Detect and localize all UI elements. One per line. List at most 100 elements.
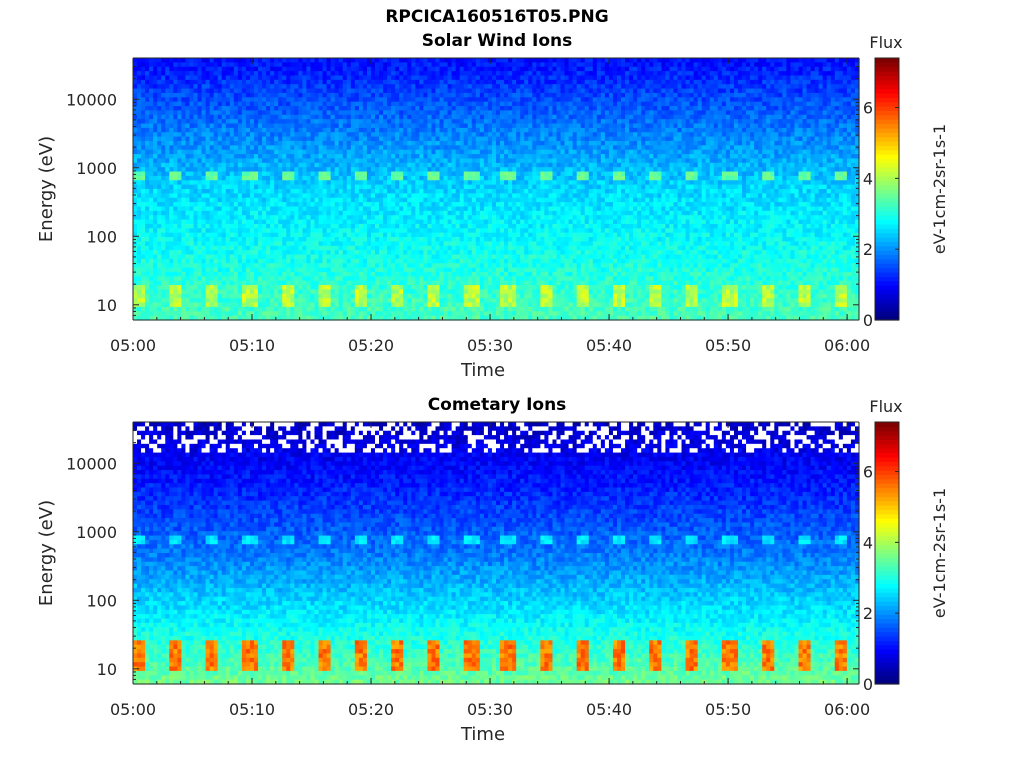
heatmap-cell xyxy=(435,66,441,72)
heatmap-cell xyxy=(310,162,316,168)
heatmap-cell xyxy=(217,184,223,190)
heatmap-cell xyxy=(197,280,203,286)
heatmap-cell xyxy=(334,58,340,63)
heatmap-cell xyxy=(249,298,255,304)
heatmap-cell xyxy=(411,228,416,234)
heatmap-cell xyxy=(463,263,469,269)
heatmap-cell xyxy=(463,106,469,111)
heatmap-cell xyxy=(177,263,182,269)
heatmap-cell xyxy=(262,97,267,103)
heatmap-cell xyxy=(149,71,154,77)
heatmap-cell xyxy=(419,228,424,234)
heatmap-cell xyxy=(213,241,219,247)
heatmap-cell xyxy=(241,285,247,291)
heatmap-cell xyxy=(419,298,424,304)
heatmap-cell xyxy=(258,101,263,107)
heatmap-cell xyxy=(205,315,211,321)
heatmap-cell xyxy=(423,202,429,208)
heatmap-cell xyxy=(431,158,437,164)
heatmap-cell xyxy=(459,302,465,308)
heatmap-cell xyxy=(209,293,215,299)
heatmap-cell xyxy=(201,215,207,221)
heatmap-cell xyxy=(254,263,259,269)
heatmap-cell xyxy=(209,184,215,190)
heatmap-cell xyxy=(245,271,251,277)
heatmap-cell xyxy=(431,206,437,212)
heatmap-cell xyxy=(375,79,380,85)
heatmap-cell xyxy=(290,114,295,120)
heatmap-cell xyxy=(137,154,142,160)
heatmap-cell xyxy=(451,210,457,216)
heatmap-cell xyxy=(370,193,376,199)
heatmap-cell xyxy=(258,215,263,221)
heatmap-cell xyxy=(366,79,372,85)
heatmap-cell xyxy=(379,58,384,63)
heatmap-cell xyxy=(451,254,457,260)
heatmap-cell xyxy=(274,136,279,142)
heatmap-cell xyxy=(233,140,239,146)
heatmap-cell xyxy=(443,175,449,181)
heatmap-cell xyxy=(411,302,416,308)
heatmap-cell xyxy=(326,123,332,129)
heatmap-cell xyxy=(455,267,461,273)
heatmap-cell xyxy=(274,110,279,116)
heatmap-cell xyxy=(229,285,235,291)
heatmap-cell xyxy=(395,241,400,247)
heatmap-cell xyxy=(403,106,408,111)
heatmap-cell xyxy=(229,119,235,125)
heatmap-cell xyxy=(241,62,247,68)
heatmap-cell xyxy=(258,154,263,160)
heatmap-cell xyxy=(270,110,275,116)
heatmap-cell xyxy=(205,75,211,81)
heatmap-cell xyxy=(185,293,191,299)
heatmap-cell xyxy=(403,197,408,203)
heatmap-cell xyxy=(435,241,441,247)
heatmap-cell xyxy=(314,293,320,299)
heatmap-cell xyxy=(346,171,352,177)
heatmap-cell xyxy=(141,271,146,277)
heatmap-cell xyxy=(149,254,154,260)
heatmap-cell xyxy=(241,215,247,221)
heatmap-cell xyxy=(229,271,235,277)
heatmap-cell xyxy=(314,123,320,129)
heatmap-cell xyxy=(241,167,247,173)
heatmap-cell xyxy=(145,62,150,68)
heatmap-cell xyxy=(229,145,235,151)
heatmap-cell xyxy=(463,289,469,295)
heatmap-cell xyxy=(145,140,150,146)
heatmap-cell xyxy=(419,75,424,81)
heatmap-cell xyxy=(302,162,308,168)
heatmap-cell xyxy=(185,215,191,221)
heatmap-cell xyxy=(149,228,154,234)
heatmap-cell xyxy=(233,145,239,151)
heatmap-cell xyxy=(141,136,146,142)
heatmap-cell xyxy=(314,245,320,251)
heatmap-cell xyxy=(262,250,267,256)
heatmap-cell xyxy=(403,219,408,225)
heatmap-cell xyxy=(249,66,255,72)
heatmap-cell xyxy=(145,285,150,291)
heatmap-cell xyxy=(245,206,251,212)
heatmap-cell xyxy=(294,92,299,98)
heatmap-cell xyxy=(379,97,384,103)
heatmap-cell xyxy=(225,145,231,151)
heatmap-cell xyxy=(451,175,457,181)
heatmap-cell xyxy=(439,127,445,133)
heatmap-cell xyxy=(173,71,178,77)
heatmap-cell xyxy=(451,97,457,103)
heatmap-cell xyxy=(177,71,182,77)
heatmap-cell xyxy=(439,62,445,68)
heatmap-cell xyxy=(459,101,465,107)
heatmap-cell xyxy=(326,193,332,199)
heatmap-cell xyxy=(205,197,211,203)
heatmap-cell xyxy=(149,66,154,72)
heatmap-cell xyxy=(245,140,251,146)
heatmap-cell xyxy=(298,132,303,138)
heatmap-cell xyxy=(262,267,267,273)
heatmap-cell xyxy=(225,149,231,155)
heatmap-cell xyxy=(266,193,271,199)
heatmap-cell xyxy=(266,271,271,277)
heatmap-cell xyxy=(459,162,465,168)
heatmap-cell xyxy=(249,62,255,68)
heatmap-cell xyxy=(322,219,328,225)
